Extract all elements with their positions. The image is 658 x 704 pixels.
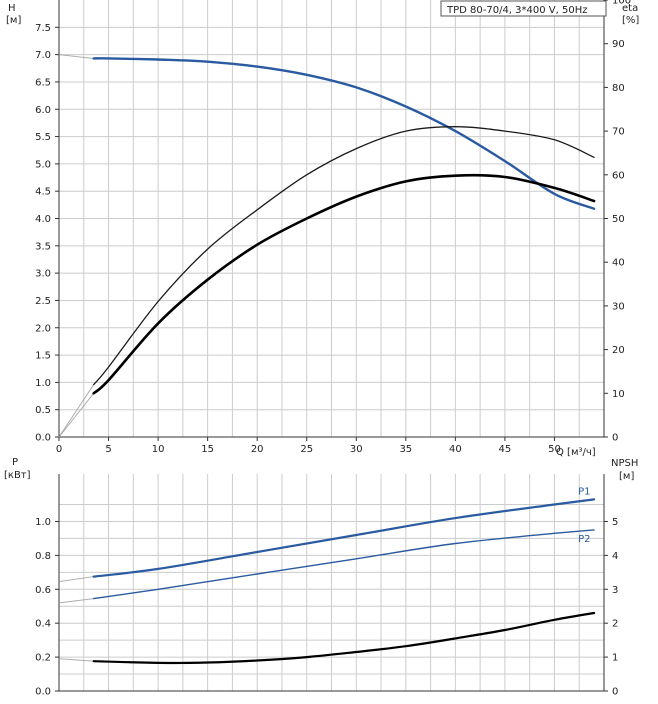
y-axis-unit-h: [м]: [6, 15, 21, 26]
y2-tick-label: 70: [612, 127, 625, 138]
y2-tick-label: 20: [612, 345, 625, 356]
y-tick-label: 0.6: [35, 585, 51, 596]
x-tick-label: 10: [152, 444, 165, 455]
y-tick-label: 0.0: [35, 433, 51, 444]
y2-tick-label: 3: [612, 585, 618, 596]
y2-tick-label: 50: [612, 214, 625, 225]
y2-axis-unit-npsh: [м]: [619, 471, 634, 482]
y2-tick-label: 80: [612, 83, 625, 94]
x-tick-label: 25: [300, 444, 313, 455]
y-tick-label: 6.0: [35, 105, 51, 116]
y-axis-unit-p: [кВт]: [4, 470, 31, 481]
x-tick-label: 45: [499, 444, 512, 455]
y2-axis-unit-eta: [%]: [622, 15, 639, 26]
y-tick-label: 0.8: [35, 551, 51, 562]
y-tick-label: 4.5: [35, 187, 51, 198]
y2-tick-label: 0: [612, 433, 618, 444]
y-tick-label: 1.5: [35, 351, 51, 362]
bottom-grid: [59, 474, 604, 691]
p2-series-label: P2: [578, 534, 590, 545]
y-axis-label-p: P: [12, 457, 18, 468]
x-tick-label: 35: [399, 444, 412, 455]
y2-axis-label-eta: eta: [622, 3, 638, 14]
power-npsh-panel: 0.0 0.2 0.4 0.6 0.8 1.0 0 1 2 3 4 5 P1 P2 P [кВт] NP…: [4, 457, 638, 698]
legend-box: TPD 80-70/4, 3*400 V, 50Hz: [441, 1, 606, 16]
y-tick-label: 1.0: [35, 378, 51, 389]
y2-tick-label: 5: [612, 517, 618, 528]
y2-tick-label: 2: [612, 619, 618, 630]
y2-tick-label: 90: [612, 39, 625, 50]
y-tick-label: 3.0: [35, 269, 51, 280]
y2-axis-label-npsh: NPSH: [611, 458, 638, 469]
top-grid: [59, 0, 604, 437]
y-tick-label: 2.5: [35, 296, 51, 307]
y-tick-label: 4.0: [35, 214, 51, 225]
x-tick-label: 0: [56, 444, 62, 455]
y2-tick-label: 1: [612, 653, 618, 664]
x-tick-label: 30: [350, 444, 363, 455]
x-tick-label: 20: [251, 444, 264, 455]
y2-tick-label: 40: [612, 258, 625, 269]
y-tick-label: 0.0: [35, 687, 51, 698]
y2-tick-label: 10: [612, 389, 625, 400]
head-efficiency-panel: 0.0 0.5 1.0 1.5 2.0 2.5 3.0 3.5 4.0 4.5 5.0 5.5 6.0 6…: [6, 0, 639, 458]
y-tick-label: 6.5: [35, 77, 51, 88]
x-tick-label: 15: [201, 444, 214, 455]
y-tick-label: 5.0: [35, 159, 51, 170]
y2-tick-label: 4: [612, 551, 618, 562]
y-tick-label: 7.5: [35, 23, 51, 34]
p1-series-label: P1: [578, 486, 590, 497]
y-tick-label: 0.5: [35, 405, 51, 416]
y-tick-label: 5.5: [35, 132, 51, 143]
x-axis-label-q: Q [м³/ч]: [556, 447, 596, 458]
y-tick-label: 3.5: [35, 241, 51, 252]
legend-text: TPD 80-70/4, 3*400 V, 50Hz: [446, 5, 587, 16]
y-axis-label-h: H: [8, 3, 16, 14]
y-tick-label: 2.0: [35, 323, 51, 334]
x-tick-label: 5: [105, 444, 111, 455]
y-tick-label: 0.2: [35, 653, 51, 664]
x-tick-label: 40: [449, 444, 462, 455]
y2-tick-label: 0: [612, 687, 618, 698]
y2-tick-label: 30: [612, 301, 625, 312]
y2-tick-label: 60: [612, 170, 625, 181]
y-tick-label: 0.4: [35, 619, 51, 630]
y-tick-label: 7.0: [35, 50, 51, 61]
y-tick-label: 1.0: [35, 517, 51, 528]
